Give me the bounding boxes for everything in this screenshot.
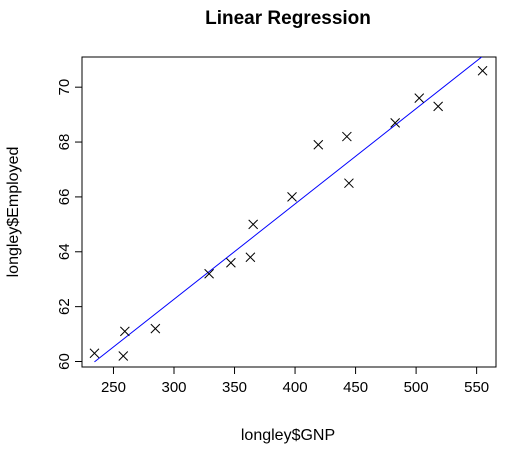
regression-line (94, 57, 483, 363)
y-tick-label: 64 (56, 243, 73, 260)
x-tick-label: 300 (161, 379, 186, 396)
data-point (248, 219, 259, 230)
data-point (119, 326, 130, 337)
data-point (477, 65, 488, 76)
y-axis-label: longley$Employed (5, 147, 22, 278)
y-tick-label: 62 (56, 298, 73, 315)
data-point (245, 252, 256, 263)
y-axis: 60 62 64 66 68 70 (56, 79, 83, 370)
x-tick-label: 550 (464, 379, 489, 396)
data-point (433, 101, 443, 112)
y-tick-label: 70 (56, 79, 73, 96)
x-axis-label: longley$GNP (241, 427, 335, 444)
plot-area (89, 57, 488, 363)
x-tick-label: 450 (343, 379, 368, 396)
plot-frame (81, 56, 497, 368)
data-point (287, 192, 297, 202)
data-point (344, 178, 354, 189)
data-point (204, 268, 214, 279)
data-point (226, 257, 236, 268)
data-point (118, 351, 129, 361)
x-axis: 250 300 350 400 450 500 550 (101, 366, 489, 396)
x-tick-label: 500 (404, 379, 429, 396)
data-point (390, 117, 401, 128)
x-tick-label: 350 (222, 379, 247, 396)
data-point (89, 348, 100, 359)
data-point (150, 323, 161, 334)
data-point (414, 93, 425, 104)
data-point (313, 139, 324, 150)
chart-title: Linear Regression (205, 8, 371, 29)
x-tick-label: 250 (101, 379, 126, 396)
x-tick-label: 400 (283, 379, 308, 396)
y-tick-label: 68 (56, 134, 73, 151)
y-tick-label: 60 (56, 353, 73, 370)
plot-contents (89, 57, 488, 363)
data-point (342, 131, 352, 142)
y-tick-label: 66 (56, 189, 73, 206)
